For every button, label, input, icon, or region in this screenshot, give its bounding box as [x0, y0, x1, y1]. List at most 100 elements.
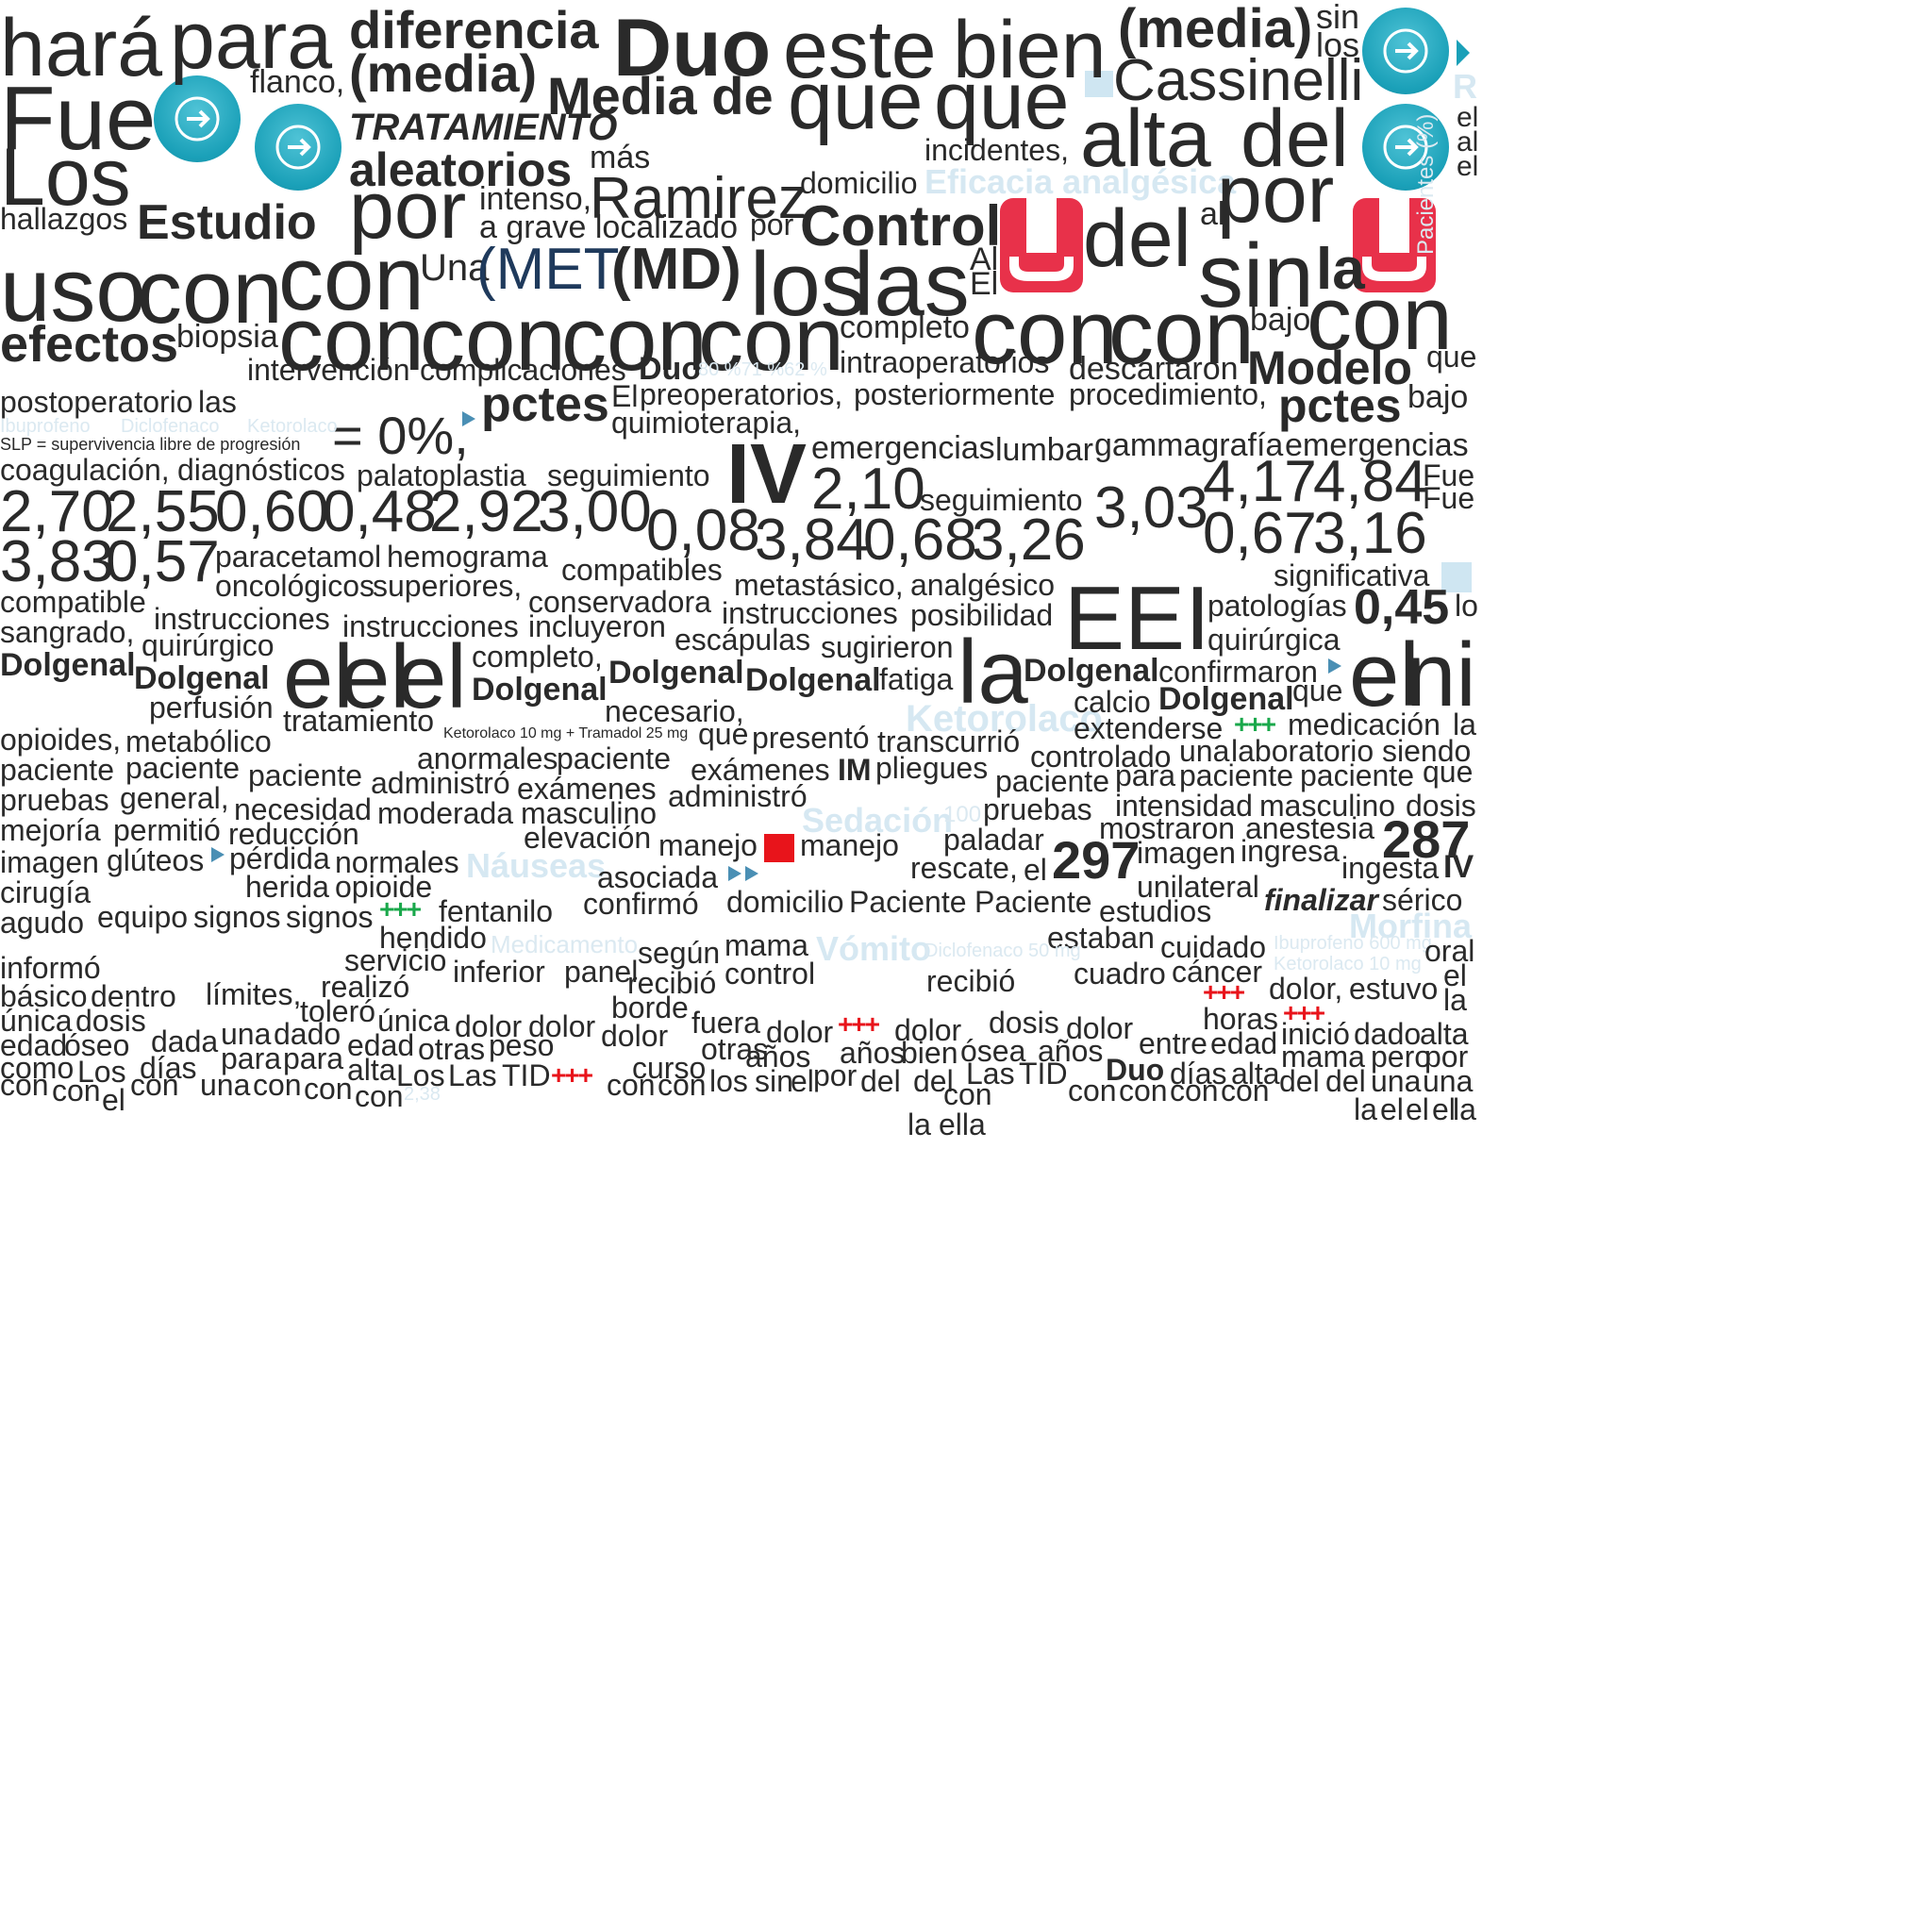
collage-word: 3,16: [1313, 501, 1427, 566]
collage-word: por: [750, 208, 794, 242]
collage-word: gammagrafía: [1094, 427, 1284, 463]
collage-word: incidentes,: [924, 133, 1069, 167]
arrow-right-icon[interactable]: [1362, 8, 1449, 94]
collage-word: imagen: [1137, 836, 1236, 870]
collage-word: óseo: [64, 1028, 130, 1062]
collage-word: 287: [1382, 809, 1471, 869]
collage-word: biopsia: [176, 319, 278, 355]
collage-word: estuvo: [1349, 972, 1439, 1006]
collage-word: con: [607, 1068, 656, 1102]
collage-word: pruebas: [983, 792, 1092, 826]
collage-word: pruebas: [0, 783, 109, 817]
collage-word: Ketorolaco: [247, 416, 338, 437]
collage-word: dada: [151, 1024, 219, 1058]
collage-word: extenderse: [1074, 711, 1224, 745]
collage-word: única: [0, 1004, 73, 1038]
collage-word: Ketorolaco 10 mg: [1274, 954, 1422, 974]
collage-word: la: [1453, 1092, 1476, 1126]
collage-word: domicilio: [726, 885, 844, 919]
collage-word: bien: [901, 1036, 958, 1070]
collage-word: años: [745, 1040, 811, 1074]
collage-word: los: [1316, 25, 1360, 64]
collage-word: 0,08: [646, 498, 760, 563]
collage-word: calcio: [1074, 685, 1151, 719]
collage-word: por: [1424, 1040, 1469, 1074]
collage-word: Dolgenal: [745, 662, 881, 698]
collage-word: única: [377, 1004, 450, 1038]
collage-word: el: [1432, 1092, 1456, 1126]
collage-word: unilateral: [1137, 870, 1259, 904]
collage-word: del: [1325, 1064, 1366, 1098]
collage-word: el: [1380, 1092, 1404, 1126]
collage-word: TID: [502, 1058, 551, 1092]
collage-word: herida: [245, 870, 329, 904]
collage-word: manejo: [800, 828, 899, 862]
collage-word: ella: [939, 1108, 986, 1141]
arrow-right-icon[interactable]: [255, 104, 341, 191]
collage-word: Una: [420, 247, 490, 289]
collage-word: hallazgos: [0, 202, 128, 236]
collage-word: +++: [1234, 709, 1276, 739]
collage-word: Cassinelli: [1113, 48, 1364, 113]
collage-word: +++: [838, 1009, 880, 1039]
collage-word: con: [1170, 1074, 1219, 1108]
collage-word: recibió: [627, 966, 717, 1000]
collage-word: confirmaron: [1158, 655, 1318, 689]
collage-word: con: [658, 1068, 707, 1102]
collage-word: (media): [349, 43, 538, 103]
collage-word: ni: [1406, 625, 1476, 725]
collage-word: flanco,: [250, 64, 345, 100]
collage-word: Náuseas: [466, 846, 607, 885]
collage-word: una: [221, 1017, 272, 1051]
collage-word: las: [854, 234, 970, 335]
collage-word: con: [278, 289, 425, 390]
collage-word: paciente: [248, 758, 362, 792]
collage-word: efectos: [0, 316, 179, 373]
collage-word: emergencias: [1285, 427, 1469, 463]
collage-word: 297: [1052, 830, 1141, 890]
collage-word: horas: [1203, 1002, 1279, 1036]
collage-word: panel: [564, 955, 639, 989]
collage-word: dolor: [1066, 1011, 1134, 1045]
collage-word: incluyeron: [528, 609, 666, 643]
collage-word: patologías: [1208, 589, 1347, 623]
collage-word: IM: [838, 753, 872, 787]
collage-word: conservadora: [528, 585, 711, 619]
collage-word: cuidado: [1160, 930, 1267, 964]
collage-word: 3,84: [755, 508, 869, 573]
collage-word: cuadro: [1074, 957, 1166, 991]
collage-word: descartaron: [1069, 351, 1239, 387]
collage-word: dado: [274, 1017, 341, 1051]
collage-word: con: [304, 1072, 353, 1106]
collage-word: para: [221, 1041, 282, 1075]
collage-word: 0,60: [215, 479, 329, 544]
collage-word: Dolgenal: [1024, 653, 1159, 689]
red-square-icon: [764, 834, 794, 862]
collage-word: Al: [970, 242, 999, 277]
collage-word: entre: [1139, 1026, 1208, 1060]
collage-word: inferior: [453, 955, 545, 989]
collage-word: (media): [1118, 0, 1313, 59]
arrow-right-icon[interactable]: [154, 75, 241, 162]
collage-word: pliegues: [875, 751, 989, 785]
collage-word: según: [638, 936, 721, 970]
collage-word: con: [355, 1079, 404, 1113]
collage-word: escápulas: [675, 623, 811, 657]
collage-word: El: [970, 266, 999, 302]
collage-word: Dolgenal: [1158, 681, 1294, 717]
collage-word: permitió: [113, 813, 221, 847]
collage-word: seguimiento: [920, 483, 1083, 517]
collage-word: paciente: [0, 753, 114, 787]
collage-word: Media de: [547, 66, 774, 125]
collage-word: posibilidad: [910, 598, 1054, 632]
collage-word: signos: [193, 900, 281, 934]
collage-word: 4,17: [1203, 449, 1317, 514]
collage-word: paciente: [1300, 758, 1414, 792]
collage-word: sérico: [1382, 883, 1463, 917]
collage-word: al: [1200, 196, 1225, 232]
arrow-right-icon[interactable]: [1362, 104, 1449, 191]
collage-word: con: [130, 1068, 179, 1102]
collage-word: equipo: [97, 900, 189, 934]
collage-word: ósea: [960, 1034, 1026, 1068]
collage-word: compatible: [0, 585, 146, 619]
